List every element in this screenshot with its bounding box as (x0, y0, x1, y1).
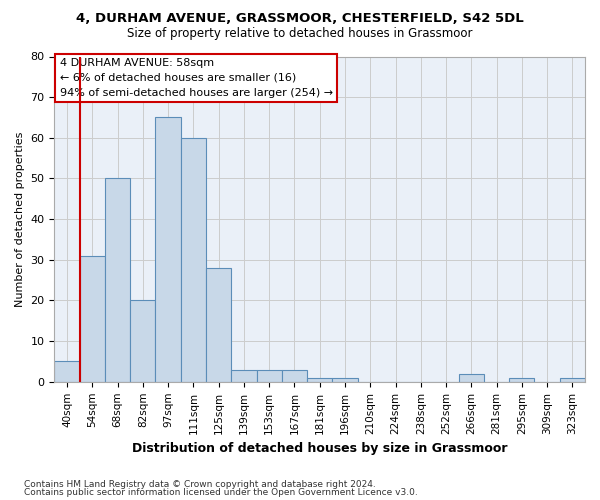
Bar (105, 178, 130, 382)
Bar (307, 378, 332, 382)
Bar (130, 300, 155, 382)
Y-axis label: Number of detached properties: Number of detached properties (15, 132, 25, 307)
Text: Contains HM Land Registry data © Crown copyright and database right 2024.: Contains HM Land Registry data © Crown c… (24, 480, 376, 489)
Bar (509, 378, 535, 382)
Bar (332, 378, 358, 382)
Bar (257, 370, 282, 382)
X-axis label: Distribution of detached houses by size in Grassmoor: Distribution of detached houses by size … (132, 442, 508, 455)
Text: Contains public sector information licensed under the Open Government Licence v3: Contains public sector information licen… (24, 488, 418, 497)
Text: Size of property relative to detached houses in Grassmoor: Size of property relative to detached ho… (127, 28, 473, 40)
Bar (181, 138, 206, 382)
Bar (155, 118, 181, 382)
Bar (80, 256, 105, 382)
Text: 4 DURHAM AVENUE: 58sqm
← 6% of detached houses are smaller (16)
94% of semi-deta: 4 DURHAM AVENUE: 58sqm ← 6% of detached … (60, 58, 333, 98)
Bar (55, 362, 80, 382)
Bar (560, 378, 585, 382)
Bar (206, 268, 231, 382)
Bar (282, 370, 307, 382)
Bar (458, 374, 484, 382)
Bar (231, 370, 257, 382)
Text: 4, DURHAM AVENUE, GRASSMOOR, CHESTERFIELD, S42 5DL: 4, DURHAM AVENUE, GRASSMOOR, CHESTERFIEL… (76, 12, 524, 26)
